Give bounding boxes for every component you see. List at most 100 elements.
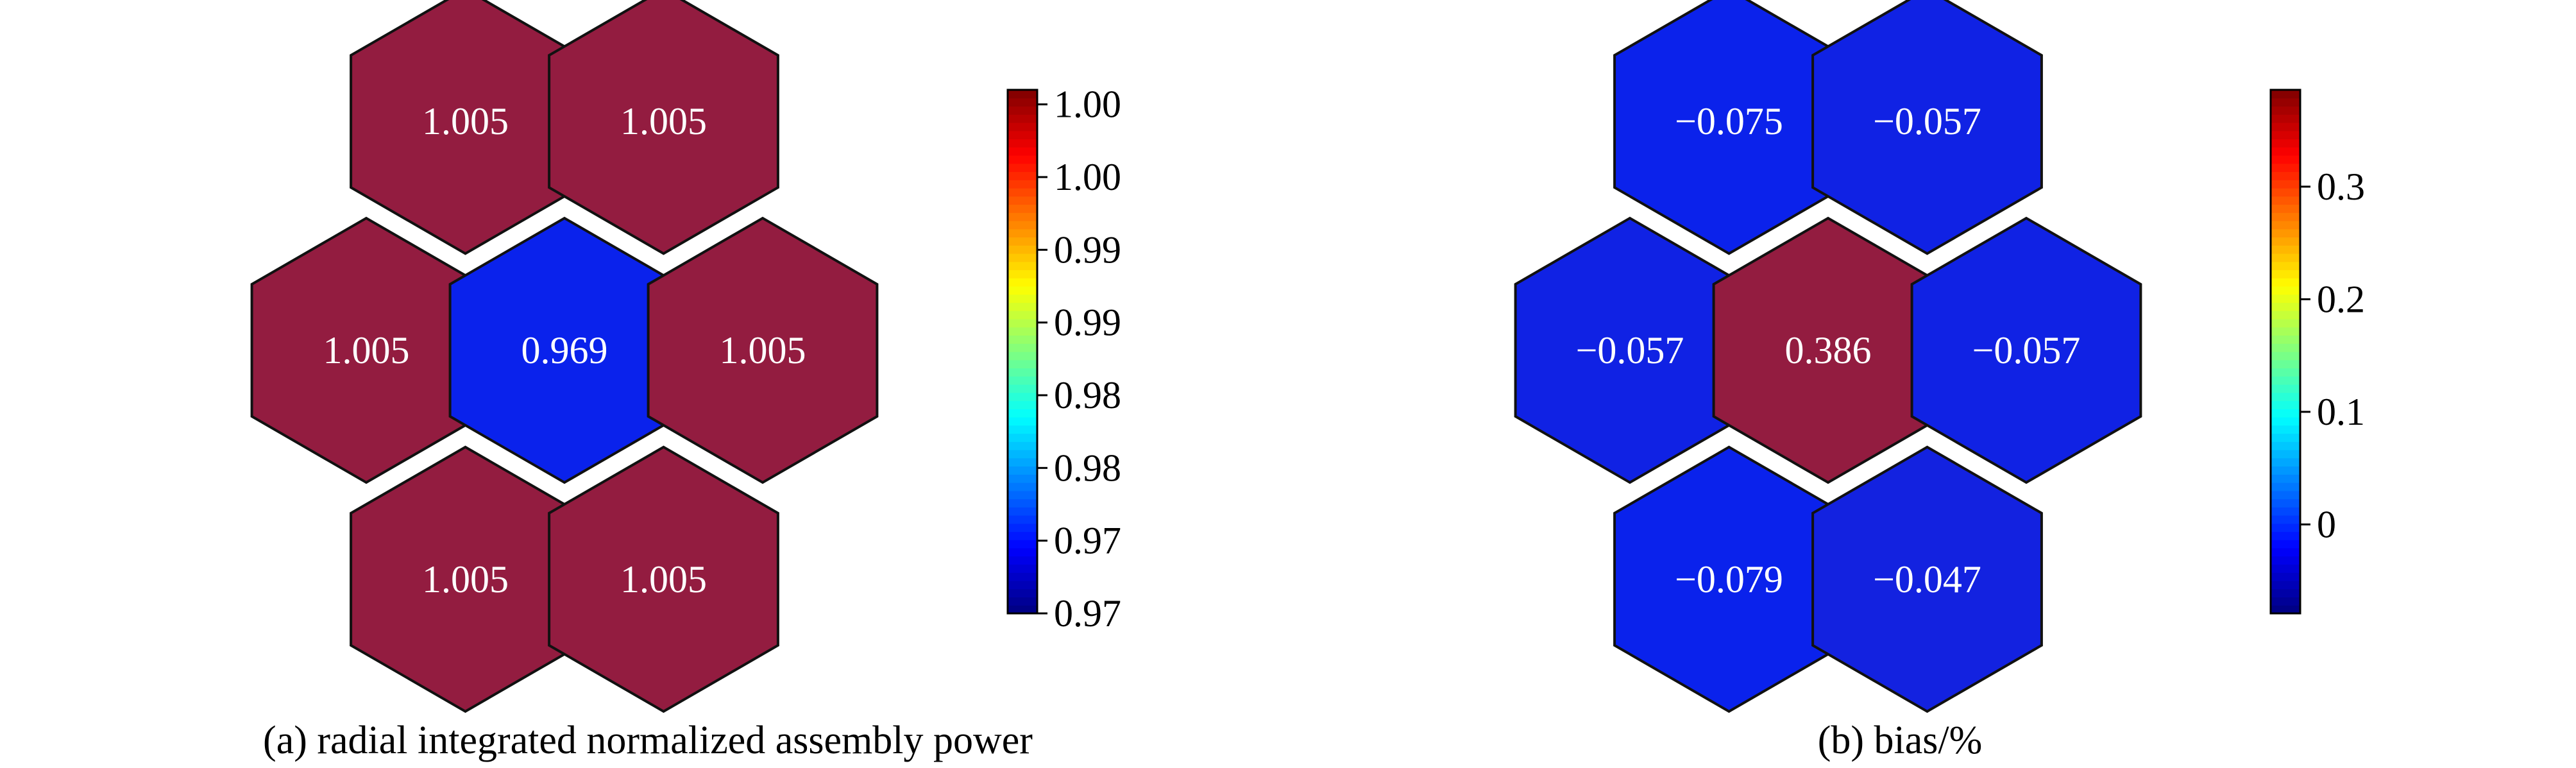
- colorbar-band: [2271, 188, 2300, 197]
- colorbar-band: [1008, 180, 1037, 189]
- colorbar-band: [1008, 531, 1037, 540]
- colorbar-band: [2271, 564, 2300, 573]
- colorbar-band: [2271, 302, 2300, 311]
- colorbar-band: [2271, 171, 2300, 180]
- hex-cell-value: 1.005: [720, 329, 806, 371]
- colorbar-band: [2271, 139, 2300, 148]
- colorbar-band: [1008, 359, 1037, 369]
- hex-cell-shape: [1910, 216, 2142, 484]
- colorbar-band: [2271, 294, 2300, 303]
- colorbar-band: [2271, 343, 2300, 352]
- colorbar-band: [2271, 376, 2300, 385]
- colorbar-band: [1008, 311, 1037, 320]
- hex-cell-value: 0.969: [521, 329, 608, 371]
- colorbar-band: [2271, 269, 2300, 278]
- colorbar-band: [1008, 228, 1037, 238]
- colorbar-band: [2271, 286, 2300, 295]
- colorbar-band: [1008, 384, 1037, 393]
- colorbar-band: [1008, 450, 1037, 459]
- colorbar-band: [2271, 327, 2300, 336]
- colorbar-band: [2271, 384, 2300, 393]
- colorbar-band: [2271, 352, 2300, 361]
- hex-cell-left: 1.005: [250, 216, 482, 484]
- colorbar-band: [1008, 123, 1037, 132]
- colorbar-band: [1008, 98, 1037, 107]
- colorbar-band: [2271, 123, 2300, 132]
- colorbar-band: [2271, 400, 2300, 409]
- hex-cell-top-left: 1.005: [350, 0, 581, 255]
- colorbar-band: [1008, 507, 1037, 516]
- colorbar-band: [2271, 490, 2300, 500]
- colorbar-tick-label: 0.97: [1054, 592, 1121, 635]
- colorbar-band: [1008, 605, 1037, 614]
- colorbar-band: [1008, 441, 1037, 450]
- colorbar-band: [1008, 466, 1037, 475]
- hex-cell-right: −0.057: [1910, 216, 2142, 484]
- colorbar-band: [2271, 588, 2300, 598]
- colorbar-band: [2271, 450, 2300, 459]
- colorbar-band: [1008, 163, 1037, 173]
- colorbar-band: [1008, 114, 1037, 123]
- colorbar-band: [2271, 319, 2300, 328]
- hex-cell-right: 1.005: [647, 216, 879, 484]
- colorbar-tick-label: 0.98: [1054, 374, 1121, 416]
- hex-cell-top-left: −0.075: [1613, 0, 1845, 255]
- colorbar-band: [2271, 499, 2300, 508]
- colorbar-band: [2271, 311, 2300, 320]
- colorbar-band: [1008, 376, 1037, 385]
- colorbar-band: [1008, 147, 1037, 156]
- colorbar-band: [1008, 474, 1037, 483]
- colorbar-tick-label: 0.99: [1054, 302, 1121, 344]
- colorbar-band: [2271, 261, 2300, 271]
- colorbar-a: 0.97 0.97 0.98 0.98 0.99 0.99 1.00 1.00: [1006, 83, 1121, 635]
- colorbar-band: [1008, 572, 1037, 581]
- colorbar-band: [1008, 106, 1037, 115]
- colorbar-band: [2271, 237, 2300, 246]
- hex-cell-value: −0.057: [1972, 329, 2081, 371]
- colorbar-band: [1008, 457, 1037, 467]
- colorbar-frame: [2269, 89, 2301, 615]
- colorbar-band: [2271, 359, 2300, 369]
- colorbar-band: [2271, 572, 2300, 581]
- colorbar-band: [2271, 98, 2300, 107]
- hex-cell-shape: [647, 216, 879, 484]
- hex-cell-shape: [548, 445, 779, 713]
- colorbar-tick-label: 0.97: [1054, 520, 1121, 562]
- hex-cell-bottom-left: −0.079: [1613, 445, 1845, 713]
- colorbar-tick-label: 0.98: [1054, 447, 1121, 489]
- colorbar-band: [2271, 278, 2300, 287]
- colorbar-band: [2271, 221, 2300, 230]
- colorbar-band: [2271, 556, 2300, 565]
- hex-cell-value: 1.005: [422, 100, 509, 142]
- hex-cell-bottom-left: 1.005: [350, 445, 581, 713]
- colorbar-band: [1008, 294, 1037, 303]
- colorbar-tick-label: 1.00: [1054, 83, 1121, 126]
- colorbar-band: [1008, 400, 1037, 409]
- colorbar-band: [1008, 319, 1037, 328]
- colorbar-band: [2271, 130, 2300, 140]
- colorbar-band: [1008, 409, 1037, 418]
- hex-cell-center: 0.969: [448, 216, 681, 484]
- colorbar-band: [1008, 581, 1037, 590]
- colorbar-band: [1008, 302, 1037, 311]
- colorbar-band: [1008, 523, 1037, 533]
- colorbar-band: [2271, 335, 2300, 344]
- hex-cell-value: −0.057: [1576, 329, 1684, 371]
- hex-cell-bottom-right: 1.005: [548, 445, 779, 713]
- colorbar-band: [1008, 221, 1037, 230]
- colorbar-band: [2271, 531, 2300, 540]
- caption-a: (a) radial integrated normalized assembl…: [263, 719, 1033, 762]
- panel-a-power-map: 1.005 1.005 1.005 0.969 1.005 1.005 1.005 0.97…: [250, 0, 1121, 762]
- colorbar-tick-label: 0: [2317, 503, 2336, 545]
- colorbar-tick-label: 0.99: [1054, 228, 1121, 271]
- hex-cell-top-right: 1.005: [548, 0, 779, 255]
- colorbar-band: [1008, 90, 1037, 99]
- colorbar-band: [2271, 433, 2300, 442]
- colorbar-band: [2271, 540, 2300, 549]
- colorbar-band: [1008, 261, 1037, 271]
- colorbar-band: [1008, 237, 1037, 246]
- hex-cell-shape: [548, 0, 779, 255]
- colorbar-band: [1008, 343, 1037, 352]
- colorbar-band: [1008, 548, 1037, 557]
- hex-cell-value: 1.005: [620, 558, 707, 601]
